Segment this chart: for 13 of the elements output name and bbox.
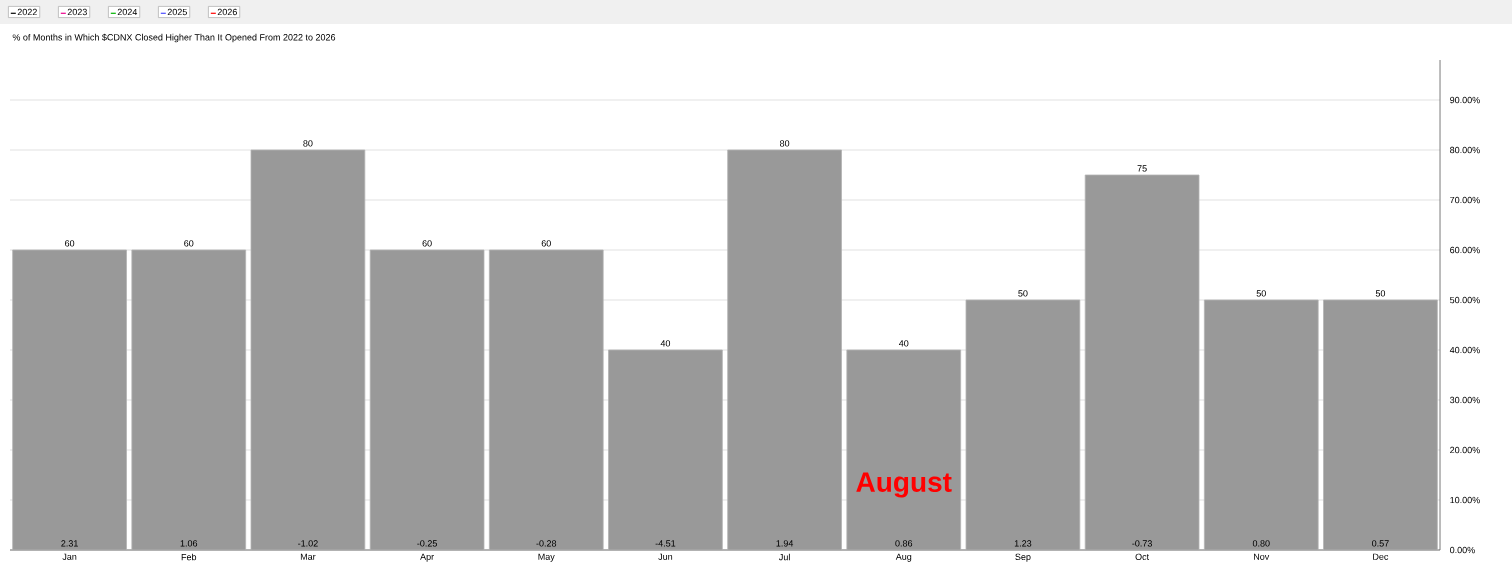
annotation: August <box>856 472 952 498</box>
bar <box>608 349 723 551</box>
bar <box>131 249 247 551</box>
bar <box>369 249 485 551</box>
bar <box>488 249 604 551</box>
bar <box>1084 174 1200 551</box>
bar <box>250 149 366 551</box>
bar <box>727 149 842 551</box>
bar <box>1323 299 1438 551</box>
bar <box>12 249 127 551</box>
bar <box>846 349 962 551</box>
bar <box>965 299 1081 551</box>
bar <box>1203 299 1319 551</box>
